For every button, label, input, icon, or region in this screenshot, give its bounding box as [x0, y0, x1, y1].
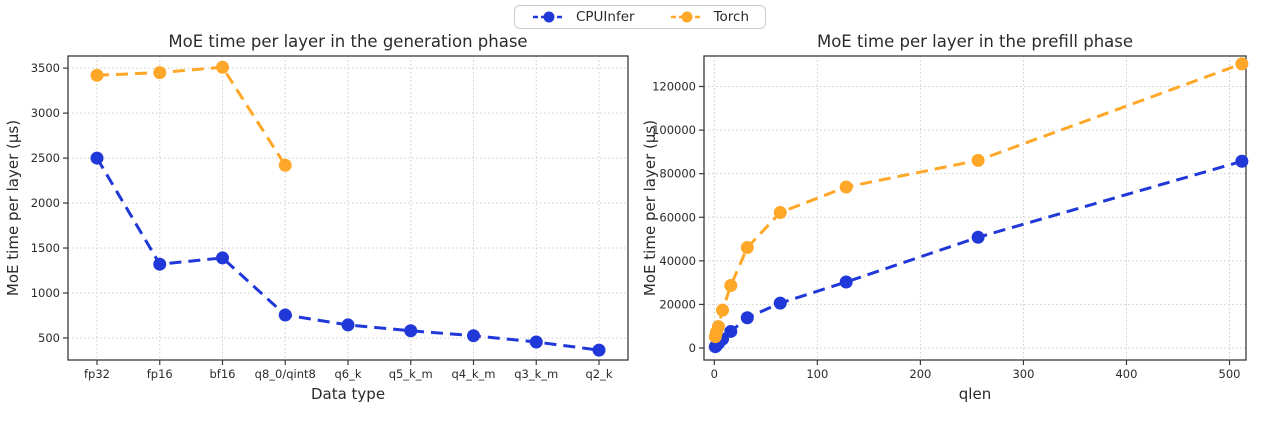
data-point-cpuinfer — [216, 251, 229, 265]
prefill-y-axis-label: MoE time per layer (μs) — [641, 120, 659, 296]
cpuinfer-line-marker-icon — [532, 11, 565, 23]
plot-border — [703, 55, 1247, 361]
data-point-cpuinfer — [404, 324, 418, 338]
data-point-cpuinfer — [467, 329, 480, 343]
data-point-torch — [716, 303, 730, 317]
prefill-phase-chart: 0 20000 40000 60000 80000 100000 120000 0 100 200… — [641, 32, 1249, 403]
data-point-torch — [711, 320, 725, 334]
data-point-torch — [278, 158, 292, 172]
x-tick-label: 200 — [909, 367, 931, 381]
series-line-torch — [713, 62, 1243, 338]
y-tick-label: 120000 — [652, 80, 696, 94]
generation-x-axis-label: Data type — [311, 385, 385, 403]
y-tick-label: 2500 — [31, 151, 60, 165]
x-tick-label: bf16 — [210, 367, 236, 381]
data-point-torch — [216, 60, 229, 74]
torch-line-marker-icon — [670, 11, 703, 23]
data-point-cpuinfer — [1235, 154, 1249, 168]
x-tick-label: q4_k_m — [452, 367, 496, 381]
y-tick-label: 100000 — [652, 123, 696, 137]
data-point-torch — [839, 180, 853, 194]
x-tick-label: q5_k_m — [389, 367, 433, 381]
y-tick-label: 0 — [689, 341, 696, 355]
legend-dot-swatch — [543, 11, 555, 23]
data-point-cpuinfer — [278, 308, 292, 322]
y-tick-label: 40000 — [659, 254, 696, 268]
y-tick-label: 3500 — [31, 61, 60, 75]
legend: CPUInfer Torch — [513, 5, 767, 29]
data-point-torch — [90, 68, 104, 82]
prefill-chart-title: MoE time per layer in the prefill phase — [817, 32, 1133, 51]
y-tick-label: 3000 — [31, 106, 60, 120]
prefill-plot-area: 0 20000 40000 60000 80000 100000 120000 0 100 200… — [652, 55, 1249, 381]
prefill-x-axis-label: qlen — [959, 385, 991, 403]
x-tick-label: 400 — [1115, 367, 1137, 381]
data-point-cpuinfer — [153, 257, 167, 271]
generation-plot-area: 500 1000 1500 2000 2500 3000 3500 fp32 fp16 bf16 q… — [31, 55, 629, 381]
x-tick-label: 500 — [1219, 367, 1241, 381]
data-point-cpuinfer — [529, 335, 543, 349]
data-point-torch — [153, 66, 167, 80]
x-tick-label: q6_k — [334, 367, 361, 381]
generation-phase-chart: 500 1000 1500 2000 2500 3000 3500 fp32 fp16 bf16 q… — [4, 32, 629, 403]
data-point-cpuinfer — [839, 275, 853, 289]
data-point-cpuinfer — [90, 151, 104, 165]
data-point-torch — [773, 205, 787, 219]
x-tick-label: 100 — [806, 367, 828, 381]
y-tick-label: 1500 — [31, 241, 60, 255]
data-point-torch — [740, 241, 754, 255]
y-tick-label: 60000 — [659, 210, 696, 224]
series-line-cpuinfer — [714, 159, 1243, 348]
legend-dot-swatch — [681, 11, 693, 23]
data-point-cpuinfer — [341, 318, 355, 332]
data-point-cpuinfer — [592, 343, 606, 357]
x-tick-label: q3_k_m — [514, 367, 558, 381]
x-tick-label: q2_k — [585, 367, 612, 381]
generation-y-axis-label: MoE time per layer (μs) — [4, 120, 22, 296]
generation-chart-title: MoE time per layer in the generation pha… — [168, 32, 527, 51]
y-tick-label: 1000 — [31, 286, 60, 300]
data-point-cpuinfer — [971, 230, 985, 244]
series-line-torch — [96, 65, 287, 167]
data-point-cpuinfer — [724, 324, 738, 338]
y-tick-label: 80000 — [659, 167, 696, 181]
data-point-torch — [1235, 57, 1249, 71]
legend-label-cpuinfer: CPUInfer — [575, 9, 635, 25]
y-tick-label: 20000 — [659, 297, 696, 311]
generation-phase-figure: 500 1000 1500 2000 2500 3000 3500 fp32 fp16 bf16 q… — [4, 32, 629, 403]
legend-label-torch: Torch — [713, 9, 750, 25]
prefill-phase-figure: 0 20000 40000 60000 80000 100000 120000 0 100 200… — [640, 0, 1280, 426]
legend-item-torch: Torch — [669, 9, 749, 25]
x-tick-label: 0 — [711, 367, 718, 381]
data-point-cpuinfer — [740, 311, 754, 325]
y-tick-label: 500 — [38, 331, 60, 345]
x-tick-label: fp32 — [84, 367, 110, 381]
x-tick-label: q8_0/qint8 — [255, 367, 316, 381]
data-point-torch — [724, 278, 738, 292]
legend-item-cpuinfer: CPUInfer — [531, 9, 635, 25]
data-point-torch — [971, 153, 985, 167]
data-point-cpuinfer — [773, 296, 787, 310]
y-tick-label: 2000 — [31, 196, 60, 210]
x-tick-label: 300 — [1012, 367, 1034, 381]
x-tick-label: fp16 — [147, 367, 173, 381]
